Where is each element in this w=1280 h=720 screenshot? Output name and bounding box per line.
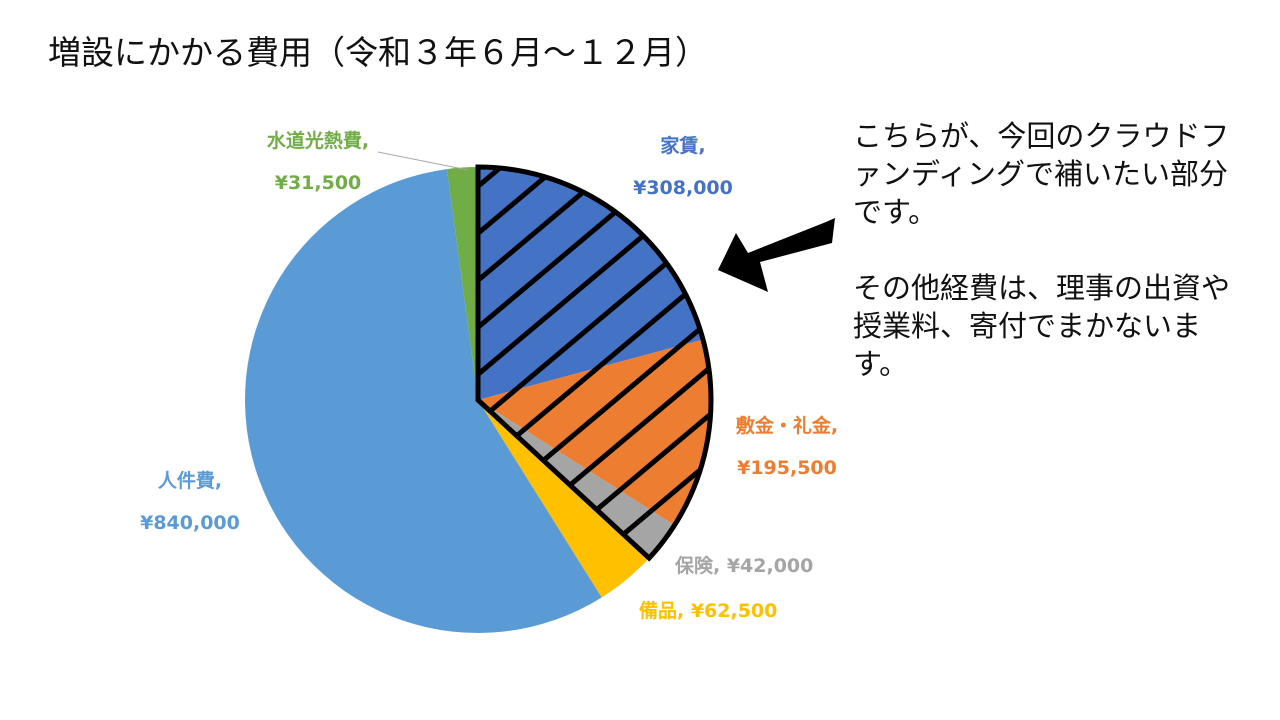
- pie-slice-5: [446, 167, 478, 400]
- data-label-value: ¥308,000: [633, 177, 733, 199]
- arrow-icon: [718, 218, 835, 292]
- note-paragraph-2: その他経費は、理事の出資や授業料、寄付でまかないます。: [853, 271, 1231, 381]
- note-paragraph-1: こちらが、今回のクラウドファンディングで補いたい部分です。: [853, 119, 1230, 229]
- data-label-4: 人件費, ¥840,000: [110, 460, 270, 544]
- data-label-name: 人件費,: [157, 470, 223, 492]
- data-label-value: ¥31,500: [274, 172, 362, 194]
- data-label-2: 保険, ¥42,000: [675, 555, 814, 577]
- data-label-name: 水道光熱費,: [266, 130, 370, 152]
- data-label-3: 備品, ¥62,500: [639, 600, 778, 622]
- pie-slice-4: [245, 169, 602, 633]
- callout-note: こちらが、今回のクラウドファンディングで補いたい部分です。 その他経費は、理事の…: [853, 117, 1253, 421]
- chart-title: 増設にかかる費用（令和３年６月～１２月）: [48, 33, 708, 72]
- pie-slice-3: [478, 400, 650, 598]
- data-label-name: 家賃,: [660, 135, 706, 157]
- data-label-value: ¥840,000: [140, 512, 240, 534]
- leader-line: [377, 151, 469, 171]
- data-label-5: 水道光熱費, ¥31,500: [238, 120, 398, 204]
- crowdfunding-highlight-region: [475, 164, 714, 562]
- data-label-1: 敷金・礼金, ¥195,500: [707, 405, 867, 489]
- data-label-value: ¥195,500: [737, 457, 837, 479]
- data-label-0: 家賃, ¥308,000: [603, 125, 763, 209]
- data-label-name: 敷金・礼金,: [735, 415, 839, 437]
